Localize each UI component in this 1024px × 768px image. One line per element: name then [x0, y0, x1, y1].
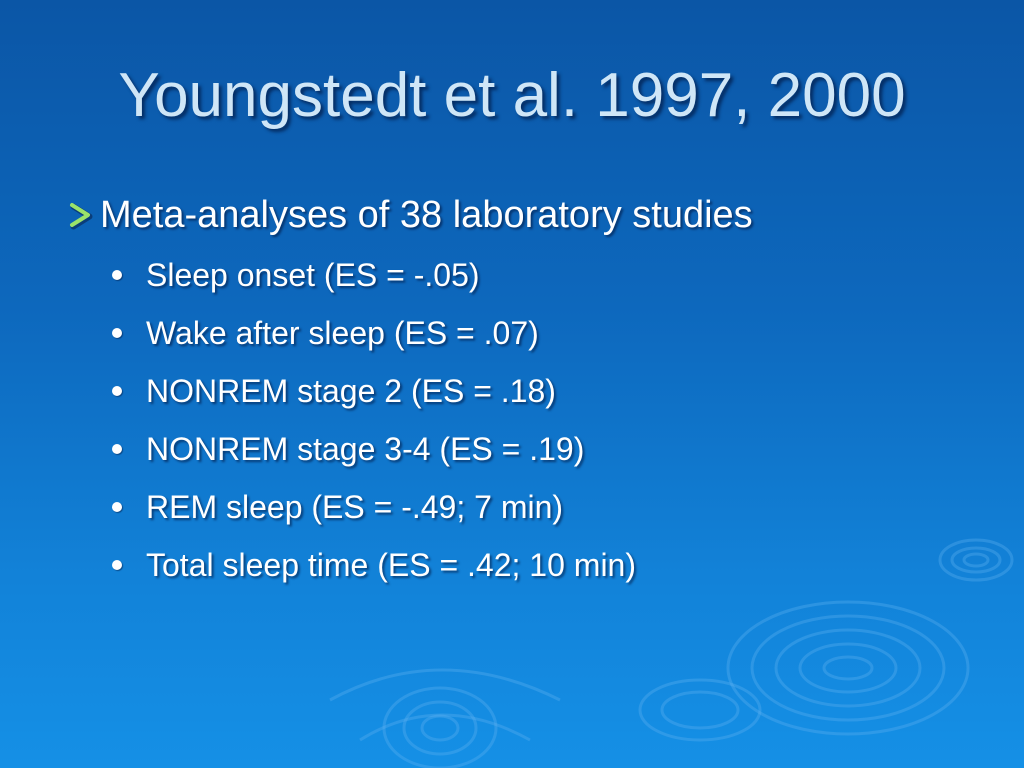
sub-bullet-list: Sleep onset (ES = -.05) Wake after sleep…	[62, 246, 1002, 594]
list-item: Sleep onset (ES = -.05)	[112, 246, 1002, 304]
bullet-dot-icon	[112, 444, 122, 454]
list-item-text: Total sleep time (ES = .42; 10 min)	[146, 547, 636, 583]
bullet-dot-icon	[112, 270, 122, 280]
list-item: NONREM stage 3-4 (ES = .19)	[112, 420, 1002, 478]
list-item-text: Wake after sleep (ES = .07)	[146, 315, 539, 351]
bullet-dot-icon	[112, 386, 122, 396]
list-item: REM sleep (ES = -.49; 7 min)	[112, 478, 1002, 536]
main-bullet-text: Meta-analyses of 38 laboratory studies	[100, 194, 753, 236]
bullet-dot-icon	[112, 502, 122, 512]
bullet-dot-icon	[112, 560, 122, 570]
bullet-dot-icon	[112, 328, 122, 338]
list-item-text: Sleep onset (ES = -.05)	[146, 257, 480, 293]
slide-title: Youngstedt et al. 1997, 2000	[118, 61, 906, 130]
list-item-text: NONREM stage 3-4 (ES = .19)	[146, 431, 585, 467]
main-bullet: Meta-analyses of 38 laboratory studies	[62, 188, 1002, 242]
slide-content: Meta-analyses of 38 laboratory studies S…	[62, 188, 1002, 594]
arrow-bullet-icon	[70, 203, 93, 230]
list-item-text: REM sleep (ES = -.49; 7 min)	[146, 489, 564, 525]
list-item: NONREM stage 2 (ES = .18)	[112, 362, 1002, 420]
list-item: Total sleep time (ES = .42; 10 min)	[112, 536, 1002, 594]
list-item-text: NONREM stage 2 (ES = .18)	[146, 373, 556, 409]
list-item: Wake after sleep (ES = .07)	[112, 304, 1002, 362]
